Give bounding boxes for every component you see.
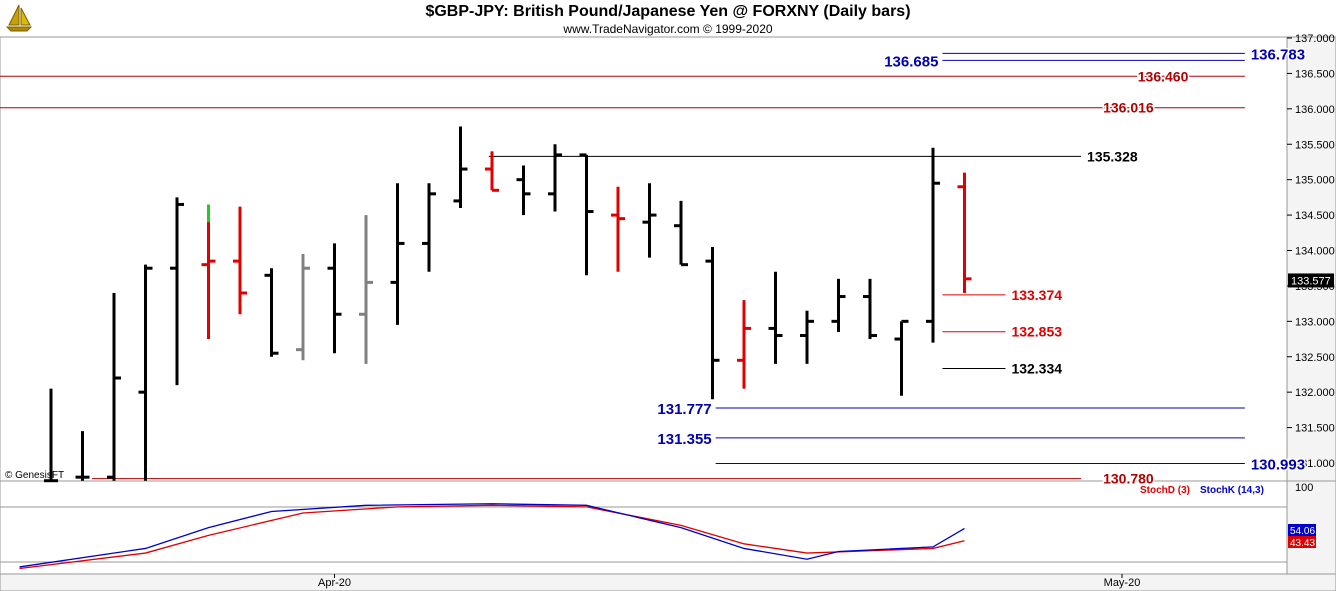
stoch-line — [19, 504, 965, 570]
level-label: 130.780 — [1103, 471, 1154, 487]
stoch-tick-label: 100 — [1295, 482, 1313, 494]
price-tick-label: 136.500 — [1295, 68, 1335, 80]
price-tick-label: 137.000 — [1295, 33, 1335, 45]
price-tick-label: 135.500 — [1295, 139, 1335, 151]
level-label: 136.783 — [1251, 46, 1305, 63]
level-label: 136.460 — [1138, 68, 1189, 84]
chart-subtitle: www.TradeNavigator.com © 1999-2020 — [563, 22, 773, 36]
level-label: 131.777 — [657, 401, 711, 418]
stoch-line — [19, 503, 965, 568]
price-tick-label: 134.500 — [1295, 210, 1335, 222]
level-label: 131.355 — [657, 431, 711, 448]
price-tick-label: 136.000 — [1295, 104, 1335, 116]
price-levels: 136.783 136.685 136.460 136.016 135.328 133.3… — [0, 45, 1307, 488]
last-price-label: 133.577 — [1291, 275, 1331, 287]
last-price-box — [1288, 273, 1334, 288]
level-label: 132.334 — [1011, 361, 1062, 377]
stoch-readout: 43.43 — [1290, 538, 1315, 549]
level-label: 130.993 — [1251, 456, 1305, 473]
date-tick-label: May-20 — [1104, 577, 1141, 589]
price-tick-label: 131.000 — [1295, 458, 1335, 470]
price-tick-label: 133.000 — [1295, 316, 1335, 328]
stochk-legend: StochK (14,3) — [1200, 485, 1264, 496]
stoch-readout-box — [1288, 524, 1316, 536]
sailboat-icon — [5, 4, 33, 32]
level-label: 136.685 — [884, 53, 938, 70]
stoch-readout-box — [1288, 536, 1316, 548]
chart-frame — [0, 36, 1336, 591]
level-label: 132.853 — [1011, 324, 1062, 340]
level-label: 133.374 — [1011, 287, 1062, 303]
price-tick-label: 135.000 — [1295, 175, 1335, 187]
stochd-legend: StochD (3) — [1140, 485, 1190, 496]
level-label: 135.328 — [1087, 148, 1138, 164]
date-tick-label: Apr-20 — [318, 577, 351, 589]
chart-title: $GBP-JPY: British Pound/Japanese Yen @ F… — [425, 3, 911, 20]
chart-header: $GBP-JPY: British Pound/Japanese Yen @ F… — [0, 0, 1336, 36]
price-axis: 137.000 136.500 136.000 135.500 135.000 134.5… — [1287, 33, 1335, 470]
price-tick-label: 132.500 — [1295, 352, 1335, 364]
date-axis: Apr-20 May-20 — [318, 574, 1140, 589]
stoch-readout: 54.06 — [1290, 526, 1315, 537]
level-label: 136.016 — [1103, 100, 1154, 116]
price-tick-label: 131.500 — [1295, 423, 1335, 435]
copyright-label: © GenesisFT — [5, 470, 64, 481]
price-tick-label: 132.000 — [1295, 387, 1335, 399]
price-tick-label: 134.000 — [1295, 246, 1335, 258]
price-bars — [44, 126, 972, 483]
